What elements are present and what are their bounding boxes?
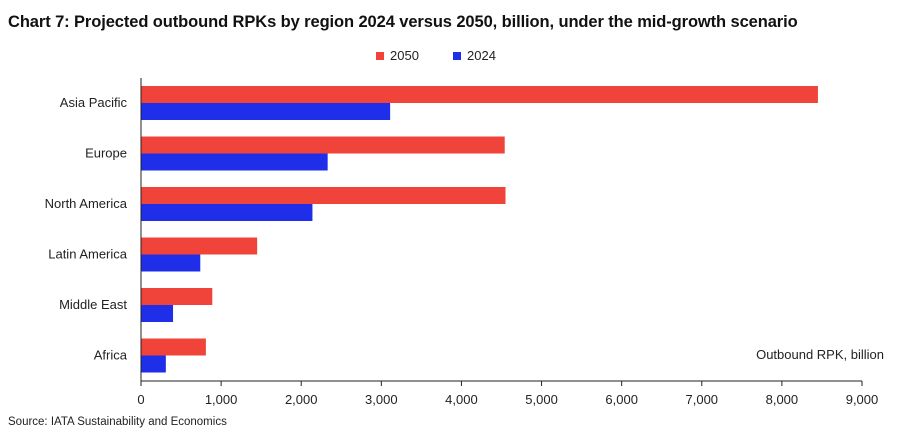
category-label-north-america: North America	[45, 196, 128, 211]
bar-north-america-2024	[141, 204, 313, 221]
legend: 2050 2024	[0, 48, 903, 68]
chart-title: Chart 7: Projected outbound RPKs by regi…	[8, 13, 798, 31]
category-label-europe: Europe	[85, 146, 127, 161]
x-tick-label-5000: 5,000	[525, 392, 558, 407]
bar-asia-pacific-2024	[141, 103, 391, 120]
bar-latin-america-2024	[141, 254, 201, 272]
legend-item-2050: 2050	[376, 48, 419, 63]
x-tick-label-9000: 9,000	[846, 392, 879, 407]
category-label-middle-east: Middle East	[59, 297, 127, 312]
x-axis-title: Outbound RPK, billion	[756, 347, 884, 362]
x-tick-label-4000: 4,000	[445, 392, 478, 407]
bar-europe-2050	[141, 136, 505, 154]
category-label-latin-america: Latin America	[48, 247, 128, 262]
bar-middle-east-2024	[141, 305, 174, 322]
x-tick-label-3000: 3,000	[365, 392, 398, 407]
source-note: Source: IATA Sustainability and Economic…	[8, 416, 227, 428]
category-label-asia-pacific: Asia Pacific	[60, 95, 128, 110]
category-label-africa: Africa	[94, 348, 128, 363]
legend-label-2050: 2050	[390, 48, 419, 63]
x-tick-label-2000: 2,000	[285, 392, 318, 407]
x-tick-label-6000: 6,000	[605, 392, 638, 407]
legend-swatch-2050	[376, 51, 384, 60]
x-tick-label-8000: 8,000	[766, 392, 799, 407]
x-tick-label-7000: 7,000	[686, 392, 719, 407]
legend-swatch-2024	[453, 51, 461, 60]
bar-asia-pacific-2050	[141, 86, 818, 103]
bar-africa-2024	[141, 355, 166, 373]
bar-europe-2024	[141, 153, 328, 171]
legend-label-2024: 2024	[467, 48, 496, 63]
legend-item-2024: 2024	[453, 48, 496, 63]
bar-latin-america-2050	[141, 237, 258, 255]
bar-north-america-2050	[141, 187, 506, 204]
bar-middle-east-2050	[141, 288, 213, 305]
bar-africa-2050	[141, 338, 206, 356]
x-tick-label-1000: 1,000	[205, 392, 238, 407]
x-tick-label-0: 0	[137, 392, 144, 407]
